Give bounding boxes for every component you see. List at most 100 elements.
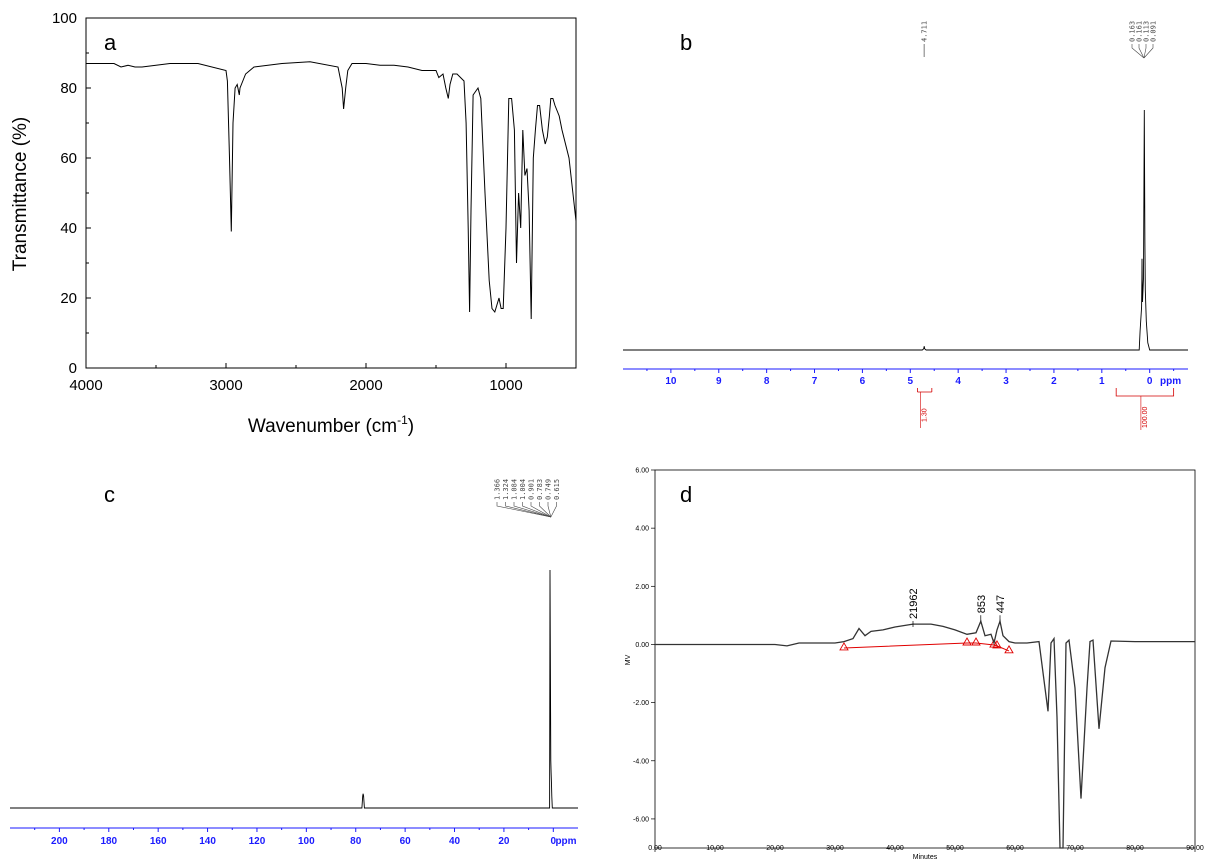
panel-b-label: b	[680, 30, 692, 55]
panel-d-x-tick-label: 0.00	[648, 845, 662, 852]
panel-d-peak-label: 447	[995, 595, 1007, 613]
panel-d-gpc: d 0.00 10.00 20.00 30.00 40.00 50.00 60.00 70.0…	[625, 468, 1204, 862]
panel-c-tick-label: ppm	[555, 836, 576, 847]
panel-c-tick-label: 140	[199, 836, 216, 847]
panel-b-tick-label: 6	[860, 376, 866, 387]
panel-b-x-ticks: 10 9 8 7 6 5 4 3 2 1 0	[646, 369, 1175, 387]
panel-b-peak-leader	[1138, 44, 1145, 59]
panel-c-tick-label: 120	[249, 836, 266, 847]
panel-c-peak-leader	[547, 502, 552, 518]
panel-d-x-tick-label: 40.00	[886, 845, 904, 852]
panel-c-tick-label: 40	[449, 836, 461, 847]
panel-d-baseline	[843, 642, 1010, 652]
panel-c-peak-labels: 1.366 1.324 1.084 1.004 0.901 0.783 0.749 0.615	[494, 479, 561, 518]
panel-b-series-line	[623, 109, 1188, 351]
panel-a-frame	[85, 17, 577, 369]
panel-b-tick-label: 2	[1051, 376, 1057, 387]
panel-d-baseline-marker	[971, 637, 981, 646]
panel-c-tick-label: 180	[100, 836, 117, 847]
panel-d-peak-label: 853	[976, 595, 988, 613]
panel-a-x-tick-label: 2000	[349, 377, 382, 394]
panel-b-peak-label: 0.113	[1143, 21, 1151, 42]
panel-a-y-tick-label: 100	[52, 10, 77, 27]
panel-b-integral-value: 1.30	[922, 408, 929, 422]
panel-c-peak-leader	[550, 502, 557, 518]
panel-d-x-tick-label: 80.00	[1126, 845, 1144, 852]
panel-d-baseline-marker	[1004, 644, 1014, 654]
panel-a-y-tick-label: 20	[60, 290, 77, 307]
panel-c-tick-label: 60	[400, 836, 412, 847]
panel-b-peak-label: 0.091	[1150, 21, 1158, 42]
panel-c-x-ticks: 200 180 160 140 120 100 80 60 40 20 0 ppm	[34, 828, 577, 847]
panel-c-peak-label: 1.324	[502, 479, 510, 500]
panel-c-label: c	[104, 482, 115, 507]
panel-c-tick-label: 100	[298, 836, 315, 847]
panel-c-peak-leader	[539, 502, 552, 518]
panel-c-peak-leader	[505, 502, 551, 518]
panel-b-integrals: 1.30 100.00	[917, 388, 1175, 430]
panel-d-x-tick-label: 30.00	[826, 845, 844, 852]
panel-b-x-label: ppm	[1160, 376, 1181, 387]
panel-a-x-label: Wavenumber (cm-1)	[248, 413, 414, 437]
panel-d-x-ticks: 0.00 10.00 20.00 30.00 40.00 50.00 60.00 70.00 8…	[648, 845, 1204, 852]
panel-d-x-tick-label: 70.00	[1066, 845, 1084, 852]
panel-a-label: a	[104, 30, 117, 55]
panel-d-y-tick-label: 4.00	[635, 526, 649, 533]
panel-d-x-tick-label: 50.00	[946, 845, 964, 852]
panel-b-integral-value: 100.00	[1142, 406, 1149, 428]
panel-d-baseline-marker	[992, 640, 1002, 649]
panel-d-baseline-markers	[839, 637, 1014, 654]
panel-d-x-tick-label: 60.00	[1006, 845, 1024, 852]
panel-c-tick-label: 0	[551, 836, 557, 847]
panel-a-ir-spectrum: a 4000 3000 2000 1000 0 20 40 60 80 100 Wavenumb…	[10, 10, 577, 437]
panel-d-y-tick-label: -2.00	[633, 700, 649, 707]
panel-d-baseline-marker	[962, 637, 972, 646]
panel-c-peak-leader	[496, 502, 551, 518]
panel-a-y-label: Transmittance (%)	[10, 117, 31, 272]
panel-b-tick-label: 8	[764, 376, 770, 387]
panel-a-y-ticks: 0 20 40 60 80 100	[52, 10, 91, 377]
panel-c-peak-label: 1.004	[519, 479, 527, 500]
panel-d-x-tick-label: 10.00	[706, 845, 724, 852]
panel-b-tick-label: 9	[716, 376, 722, 387]
panel-b-tick-label: 0	[1147, 376, 1153, 387]
panel-c-peak-leader	[513, 502, 551, 518]
panel-a-x-ticks: 4000 3000 2000 1000	[69, 363, 523, 394]
panel-b-integral-bracket	[1115, 388, 1175, 397]
panel-b-h-nmr: b 10 9 8 7 6 5 4 3 2 1 0 ppm 4.711 0.163 0.161 0.113 0…	[623, 21, 1188, 430]
panel-a-x-tick-label: 1000	[489, 377, 522, 394]
panel-a-series-line	[86, 61, 577, 320]
panel-c-peak-label: 1.366	[494, 479, 502, 500]
panel-c-peak-label: 0.783	[536, 479, 544, 500]
panel-b-tick-label: 4	[955, 376, 961, 387]
panel-d-y-label: MV	[625, 654, 632, 665]
panel-d-x-tick-label: 90.00	[1186, 845, 1204, 852]
panel-b-integral-bracket	[917, 388, 933, 393]
panel-b-tick-label: 3	[1003, 376, 1009, 387]
panel-d-x-tick-label: 20.00	[766, 845, 784, 852]
panel-d-y-tick-label: 6.00	[635, 468, 649, 475]
panel-c-peak-label: 0.615	[553, 479, 561, 500]
panel-c-tick-label: 80	[350, 836, 362, 847]
panel-b-peak-label: 0.163	[1129, 21, 1137, 42]
panel-a-x-label-end: )	[408, 416, 414, 437]
panel-d-baseline-marker	[839, 642, 849, 651]
panel-d-y-ticks: 6.00 4.00 2.00 0.00 -2.00 -4.00 -6.00	[633, 468, 655, 823]
panel-d-frame	[654, 469, 1196, 849]
panel-a-y-tick-label: 60	[60, 150, 77, 167]
panel-d-x-label: Minutes	[913, 854, 938, 861]
panel-d-peak-label: 21962	[908, 588, 920, 619]
panel-b-tick-label: 7	[812, 376, 818, 387]
panel-c-tick-label: 160	[150, 836, 167, 847]
panel-d-label: d	[680, 482, 692, 507]
panel-b-tick-label: 5	[908, 376, 914, 387]
panel-c-peak-label: 1.084	[511, 479, 519, 500]
panel-b-peak-label: 0.161	[1136, 21, 1144, 42]
panel-b-peak-leader	[1143, 44, 1147, 59]
panel-a-y-tick-label: 80	[60, 80, 77, 97]
panel-c-c-nmr: c 200 180 160 140 120 100 80 60 40 20 0 ppm 1.366 1.…	[10, 479, 578, 847]
panel-a-x-tick-label: 3000	[209, 377, 242, 394]
panel-a-y-tick-label: 40	[60, 220, 77, 237]
